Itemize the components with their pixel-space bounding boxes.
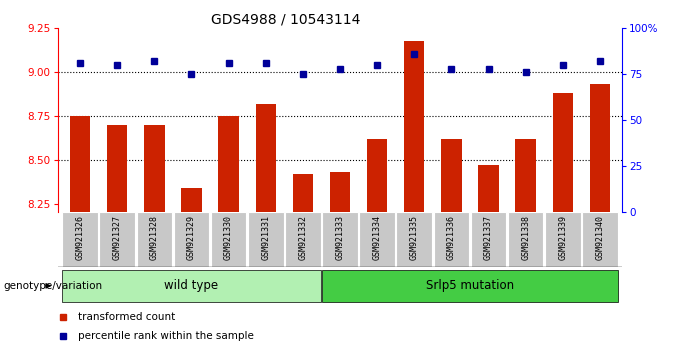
Bar: [248, 212, 284, 267]
Text: GSM921335: GSM921335: [410, 215, 419, 260]
Text: GSM921340: GSM921340: [596, 215, 605, 260]
Bar: [322, 270, 617, 302]
Bar: [173, 212, 209, 267]
Text: GSM921327: GSM921327: [113, 215, 122, 260]
Bar: [471, 212, 507, 267]
Bar: [441, 139, 462, 212]
Bar: [359, 212, 395, 267]
Bar: [285, 212, 321, 267]
Bar: [292, 174, 313, 212]
Bar: [508, 212, 543, 267]
Bar: [478, 165, 498, 212]
Text: GSM921333: GSM921333: [335, 215, 345, 260]
Text: GSM921338: GSM921338: [521, 215, 530, 260]
Text: GDS4988 / 10543114: GDS4988 / 10543114: [211, 12, 360, 27]
Text: transformed count: transformed count: [78, 312, 175, 322]
Text: GSM921337: GSM921337: [484, 215, 493, 260]
Text: GSM921332: GSM921332: [299, 215, 307, 260]
Bar: [553, 93, 573, 212]
Text: GSM921329: GSM921329: [187, 215, 196, 260]
Bar: [545, 212, 581, 267]
Text: GSM921336: GSM921336: [447, 215, 456, 260]
Text: GSM921331: GSM921331: [261, 215, 270, 260]
Bar: [63, 270, 321, 302]
Text: GSM921328: GSM921328: [150, 215, 159, 260]
Bar: [515, 139, 536, 212]
Bar: [218, 116, 239, 212]
Text: GSM921339: GSM921339: [558, 215, 567, 260]
Bar: [367, 139, 388, 212]
Bar: [582, 212, 617, 267]
Bar: [144, 125, 165, 212]
Text: wild type: wild type: [165, 279, 218, 292]
Bar: [256, 104, 276, 212]
Bar: [396, 212, 432, 267]
Bar: [434, 212, 469, 267]
Text: Srlp5 mutation: Srlp5 mutation: [426, 279, 514, 292]
Bar: [107, 125, 127, 212]
Bar: [182, 188, 202, 212]
Text: GSM921326: GSM921326: [75, 215, 84, 260]
Bar: [330, 172, 350, 212]
Text: GSM921330: GSM921330: [224, 215, 233, 260]
Bar: [404, 41, 424, 212]
Text: percentile rank within the sample: percentile rank within the sample: [78, 331, 254, 341]
Bar: [137, 212, 172, 267]
Bar: [590, 84, 610, 212]
Bar: [322, 212, 358, 267]
Text: genotype/variation: genotype/variation: [3, 281, 103, 291]
Bar: [70, 116, 90, 212]
Bar: [63, 212, 98, 267]
Bar: [99, 212, 135, 267]
Text: GSM921334: GSM921334: [373, 215, 381, 260]
Bar: [211, 212, 246, 267]
